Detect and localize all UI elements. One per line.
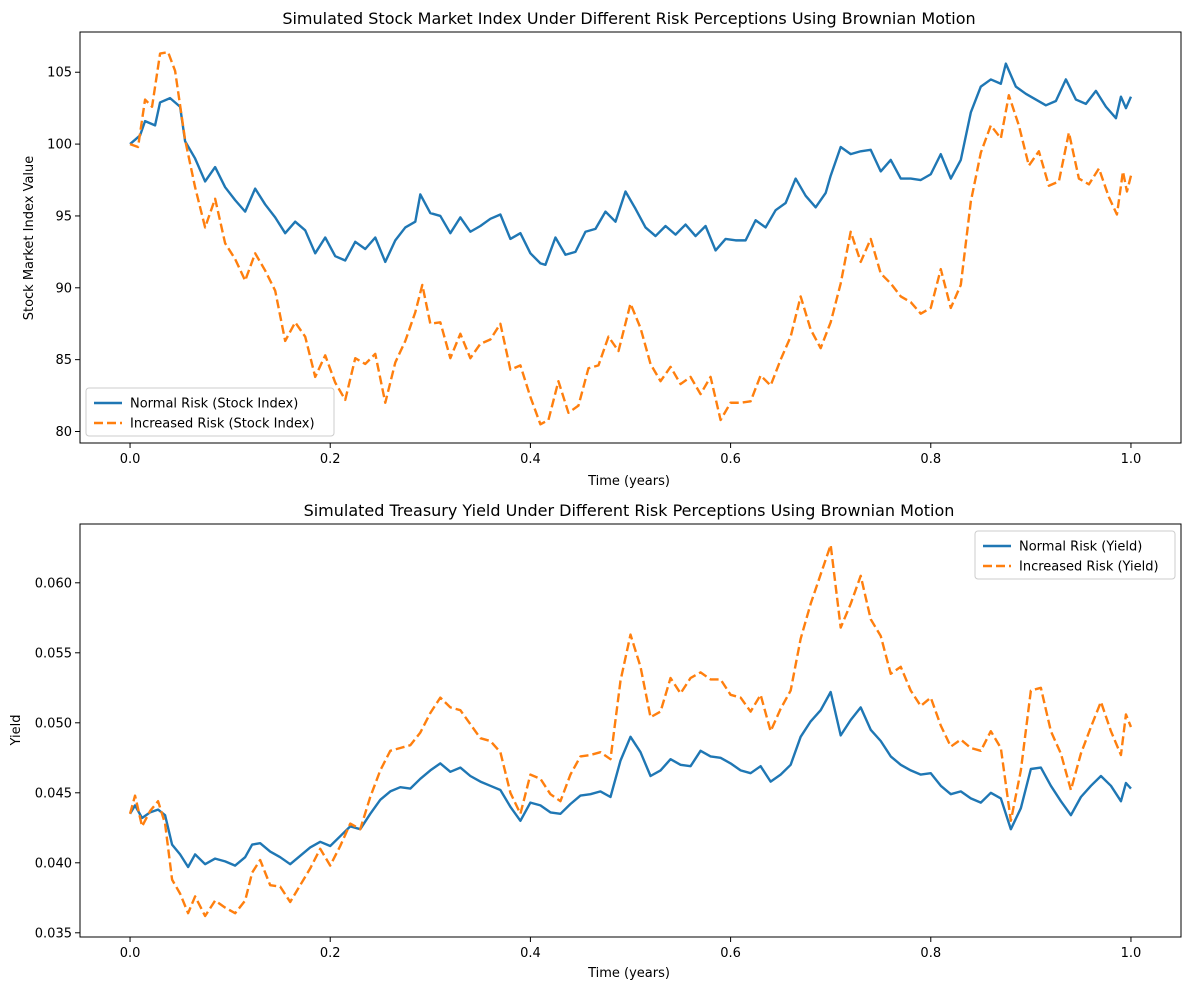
x-tick-label: 1.0 — [1121, 946, 1142, 961]
legend-label: Increased Risk (Yield) — [1019, 560, 1159, 575]
y-tick-label: 0.040 — [35, 856, 72, 871]
y-tick-label: 0.055 — [35, 646, 72, 661]
x-tick-label: 0.4 — [520, 452, 541, 467]
increased-risk-series-line — [128, 543, 1133, 918]
x-axis-label: Time (years) — [587, 966, 670, 981]
legend-label: Normal Risk (Stock Index) — [130, 397, 298, 412]
x-tick-label: 0.2 — [320, 946, 341, 961]
y-tick-label: 100 — [47, 138, 72, 153]
plot-area — [129, 50, 1133, 426]
normal-risk-series-line — [129, 62, 1133, 266]
legend: Normal Risk (Stock Index) Increased Risk … — [85, 387, 335, 437]
legend-box — [974, 530, 1176, 580]
plot-area — [128, 543, 1133, 918]
axes-frame — [79, 523, 1182, 938]
axes-frame — [79, 31, 1182, 444]
x-tick-label: 0.6 — [720, 452, 741, 467]
y-tick-label: 95 — [55, 209, 72, 224]
x-tick-label: 0.2 — [320, 452, 341, 467]
increased-risk-series-line — [129, 50, 1133, 426]
normal-risk-series-line — [129, 690, 1132, 869]
y-tick-label: 0.060 — [35, 576, 72, 591]
y-tick-label: 80 — [55, 425, 72, 440]
x-axis-label: Time (years) — [587, 474, 670, 489]
y-tick-label: 90 — [55, 281, 72, 296]
treasury-yield-chart: Simulated Treasury Yield Under Different… — [9, 501, 1182, 981]
stock-index-chart: Simulated Stock Market Index Under Diffe… — [22, 9, 1182, 489]
x-tick-label: 0.0 — [120, 946, 141, 961]
y-tick-label: 0.050 — [35, 716, 72, 731]
y-tick-label: 0.045 — [35, 786, 72, 801]
y-axis-label: Yield — [9, 715, 24, 747]
legend-box — [85, 387, 335, 437]
x-tick-label: 0.8 — [920, 946, 941, 961]
x-tick-label: 0.8 — [920, 452, 941, 467]
x-tick-label: 0.6 — [720, 946, 741, 961]
x-tick-label: 0.0 — [120, 452, 141, 467]
legend-label: Increased Risk (Stock Index) — [130, 417, 315, 432]
y-axis-label: Stock Market Index Value — [22, 156, 37, 321]
legend: Normal Risk (Yield) Increased Risk (Yield… — [974, 530, 1176, 580]
x-tick-label: 1.0 — [1121, 452, 1142, 467]
chart-title: Simulated Treasury Yield Under Different… — [304, 501, 955, 520]
legend-label: Normal Risk (Yield) — [1019, 540, 1142, 555]
chart-title: Simulated Stock Market Index Under Diffe… — [282, 9, 975, 28]
y-tick-label: 85 — [55, 353, 72, 368]
y-tick-label: 105 — [47, 66, 72, 81]
y-tick-label: 0.035 — [35, 926, 72, 941]
x-tick-label: 0.4 — [520, 946, 541, 961]
